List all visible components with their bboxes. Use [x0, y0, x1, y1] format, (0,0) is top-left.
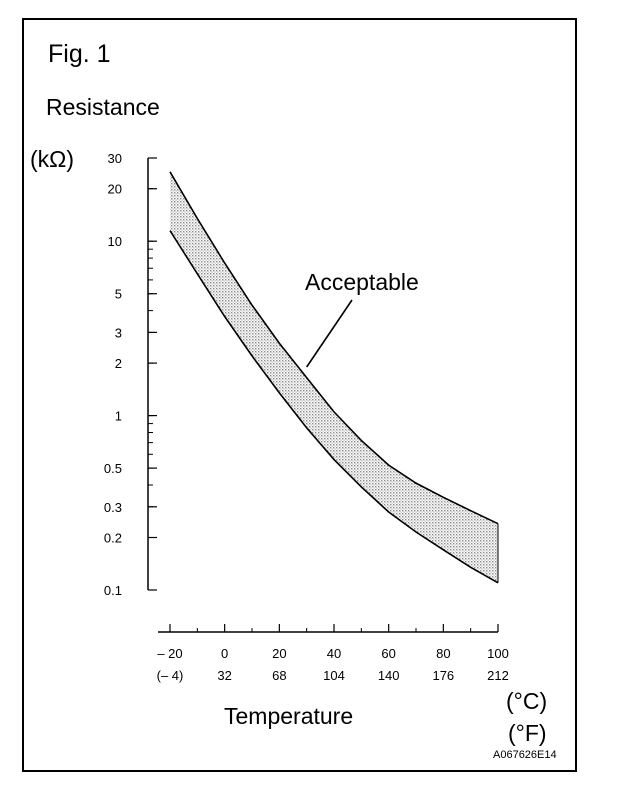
figure-frame [22, 18, 577, 772]
x-tick-label-celsius: 100 [487, 646, 509, 661]
y-tick-label: 3 [115, 325, 122, 340]
x-tick-label-fahrenheit: 212 [487, 668, 509, 683]
y-tick-label: 0.2 [104, 531, 122, 546]
y-tick-label: 2 [115, 356, 122, 371]
acceptable-band-area [170, 171, 498, 583]
y-tick-label: 5 [115, 287, 122, 302]
x-tick-label-fahrenheit: 104 [323, 668, 345, 683]
figure-code: A067626E14 [493, 749, 557, 761]
acceptable-label: Acceptable [305, 269, 419, 295]
x-tick-label-fahrenheit: 176 [432, 668, 454, 683]
x-tick-label-celsius: 0 [221, 646, 228, 661]
y-tick-label: 0.1 [104, 583, 122, 598]
x-axis-title: Temperature [224, 703, 354, 729]
x-axis-unit-celsius: (°C) [506, 688, 548, 714]
x-tick-label-fahrenheit: 32 [217, 668, 231, 683]
y-axis-title: Resistance [46, 94, 160, 120]
lower-limit-curve [169, 230, 499, 584]
x-tick-label-fahrenheit: 68 [272, 668, 286, 683]
figure-label: Fig. 1 [48, 40, 111, 68]
x-tick-label-celsius: 80 [436, 646, 450, 661]
y-tick-label: 30 [108, 151, 122, 166]
y-tick-label: 0.5 [104, 461, 122, 476]
y-axis-unit: (kΩ) [30, 146, 75, 172]
y-tick-label: 10 [108, 234, 122, 249]
x-tick-label-celsius: 60 [381, 646, 395, 661]
y-tick-label: 0.3 [104, 500, 122, 515]
y-tick-label: 1 [115, 409, 122, 424]
x-axis-unit-fahrenheit: (°F) [508, 720, 547, 746]
x-tick-label-fahrenheit: (– 4) [157, 668, 184, 683]
x-tick-label-celsius: 20 [272, 646, 286, 661]
upper-limit-curve [169, 171, 499, 525]
acceptable-leader-line [306, 299, 353, 368]
x-tick-label-celsius: 40 [327, 646, 341, 661]
x-tick-label-celsius: – 20 [157, 646, 182, 661]
x-tick-label-fahrenheit: 140 [378, 668, 400, 683]
y-tick-label: 20 [108, 182, 122, 197]
